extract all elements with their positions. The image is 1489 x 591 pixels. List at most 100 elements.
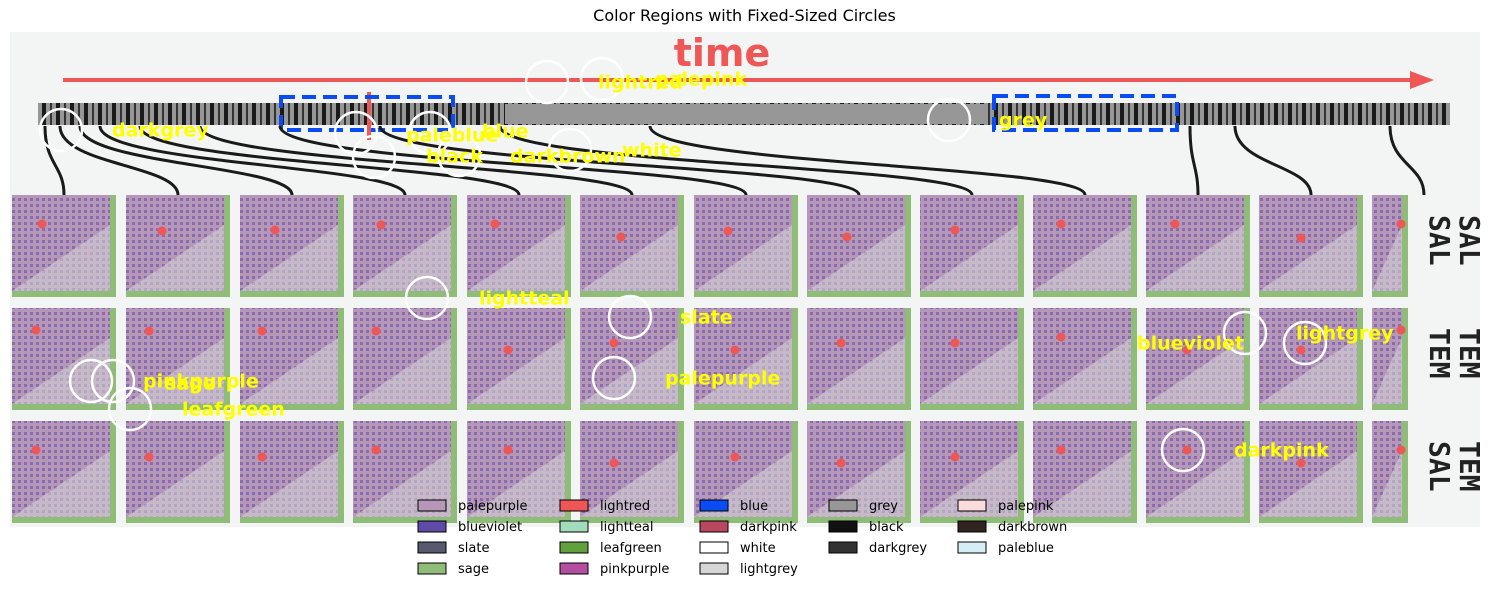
region-circle: [926, 97, 972, 143]
panel-green-border: [1357, 195, 1363, 297]
region-label-darkbrown: darkbrown: [510, 146, 626, 168]
panel-green-border: [467, 291, 571, 297]
panel-light-corner: [126, 225, 224, 291]
legend-swatch-palepurple: [417, 499, 447, 512]
panel-light-corner: [12, 451, 110, 517]
panel-red-dot: [609, 338, 619, 348]
panel-green-border: [1402, 421, 1408, 523]
region-circle: [107, 386, 153, 432]
legend-label-blueviolet: blueviolet: [458, 520, 522, 535]
time-label: time: [674, 31, 771, 75]
connector-curve: [1388, 125, 1426, 196]
panel-red-dot: [371, 445, 381, 455]
connector-curve: [78, 125, 294, 196]
panel-green-border: [353, 404, 457, 410]
panel-green-border: [807, 517, 911, 523]
panel-green-border: [224, 308, 230, 410]
panel-light-corner: [240, 225, 338, 291]
legend-label-darkpink: darkpink: [740, 520, 797, 535]
panel-green-border: [565, 421, 571, 523]
panel-green-border: [1372, 404, 1408, 410]
panel-green-border: [792, 195, 798, 297]
panel-red-dot: [270, 225, 280, 235]
panel-green-border: [338, 421, 344, 523]
connector-curve: [98, 125, 407, 196]
region-label-lightgrey: lightgrey: [1296, 323, 1394, 345]
row-label-a: TEM: [1453, 328, 1486, 379]
panel-red-dot: [31, 445, 41, 455]
legend-swatch-slate: [417, 541, 447, 554]
panel-green-border: [1018, 421, 1024, 523]
panel-light-corner: [353, 338, 451, 404]
legend-swatch-white: [699, 541, 729, 554]
panel-light-corner: [580, 338, 678, 404]
legend-label-slate: slate: [458, 541, 489, 556]
panel-green-border: [678, 308, 684, 410]
region-label-darkgrey: darkgrey: [112, 120, 209, 142]
panel-green-border: [905, 421, 911, 523]
panel-light-corner: [1146, 338, 1244, 404]
panel-green-border: [920, 291, 1024, 297]
legend-swatch-leafgreen: [559, 541, 589, 554]
panel-light-corner: [467, 225, 565, 291]
panel-green-border: [920, 404, 1024, 410]
panel-green-border: [580, 291, 684, 297]
region-circle: [333, 110, 379, 156]
panel-red-dot: [1170, 219, 1180, 229]
panel-red-dot: [950, 452, 960, 462]
panel-green-border: [224, 195, 230, 297]
region-circle: [1160, 427, 1206, 473]
panel-green-border: [678, 421, 684, 523]
panel-green-border: [694, 517, 798, 523]
chart-title: Color Regions with Fixed-Sized Circles: [593, 6, 896, 25]
panel-green-border: [240, 404, 344, 410]
legend: palepurple blueviolet slate sage lightred lig…: [417, 499, 1067, 577]
legend-swatch-palepink: [957, 499, 987, 512]
time-arrow-head: [1410, 71, 1434, 89]
panel-green-border: [565, 308, 571, 410]
panel-red-dot: [842, 232, 852, 242]
panel-green-border: [353, 517, 457, 523]
legend-label-lightred: lightred: [600, 499, 650, 514]
panel-light-corner: [240, 338, 338, 404]
legend-swatch-black: [828, 520, 858, 533]
panel-green-border: [807, 291, 911, 297]
panel-red-dot: [1396, 325, 1406, 335]
panel-green-border: [12, 517, 116, 523]
connector-curve: [1188, 125, 1200, 196]
panel-green-border: [920, 517, 1024, 523]
panel-green-border: [12, 291, 116, 297]
legend-swatch-darkpink: [699, 520, 729, 533]
panel-light-corner: [1146, 451, 1244, 517]
panel-green-border: [1372, 517, 1408, 523]
legend-label-black: black: [869, 520, 904, 535]
panel-light-corner: [580, 451, 678, 517]
connector-curve: [58, 125, 180, 196]
panel-green-border: [1146, 404, 1250, 410]
region-label-lightteal: lightteal: [479, 288, 570, 310]
panel-green-border: [451, 308, 457, 410]
row-label-b: SAL: [1423, 441, 1456, 492]
panel-green-border: [792, 308, 798, 410]
legend-label-lightgrey: lightgrey: [740, 562, 798, 577]
panel-red-dot: [836, 338, 846, 348]
region-circle: [38, 107, 84, 153]
panel-light-corner: [353, 225, 451, 291]
panel-green-border: [807, 404, 911, 410]
panel-red-dot: [37, 219, 47, 229]
panel-green-border: [565, 195, 571, 297]
panel-red-dot: [1396, 219, 1406, 229]
panel-red-dot: [616, 232, 626, 242]
panel-green-border: [1244, 308, 1250, 410]
panel-green-border: [338, 195, 344, 297]
panel-green-border: [240, 291, 344, 297]
panel-green-border: [905, 308, 911, 410]
panel-light-corner: [694, 338, 792, 404]
panel-red-dot: [730, 452, 740, 462]
panel-light-corner: [467, 338, 565, 404]
panel-red-dot: [144, 452, 154, 462]
connector-curve: [43, 125, 66, 196]
legend-swatch-pinkpurple: [559, 562, 589, 575]
